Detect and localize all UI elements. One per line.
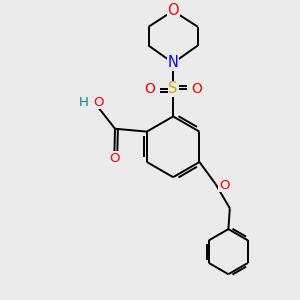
Text: O: O — [191, 82, 202, 96]
Text: O: O — [167, 3, 179, 18]
Text: O: O — [145, 82, 155, 96]
Text: O: O — [93, 96, 104, 109]
Text: H: H — [78, 96, 88, 109]
Text: N: N — [168, 56, 178, 70]
Text: O: O — [219, 178, 229, 192]
Text: S: S — [169, 82, 178, 97]
Text: O: O — [109, 152, 120, 165]
